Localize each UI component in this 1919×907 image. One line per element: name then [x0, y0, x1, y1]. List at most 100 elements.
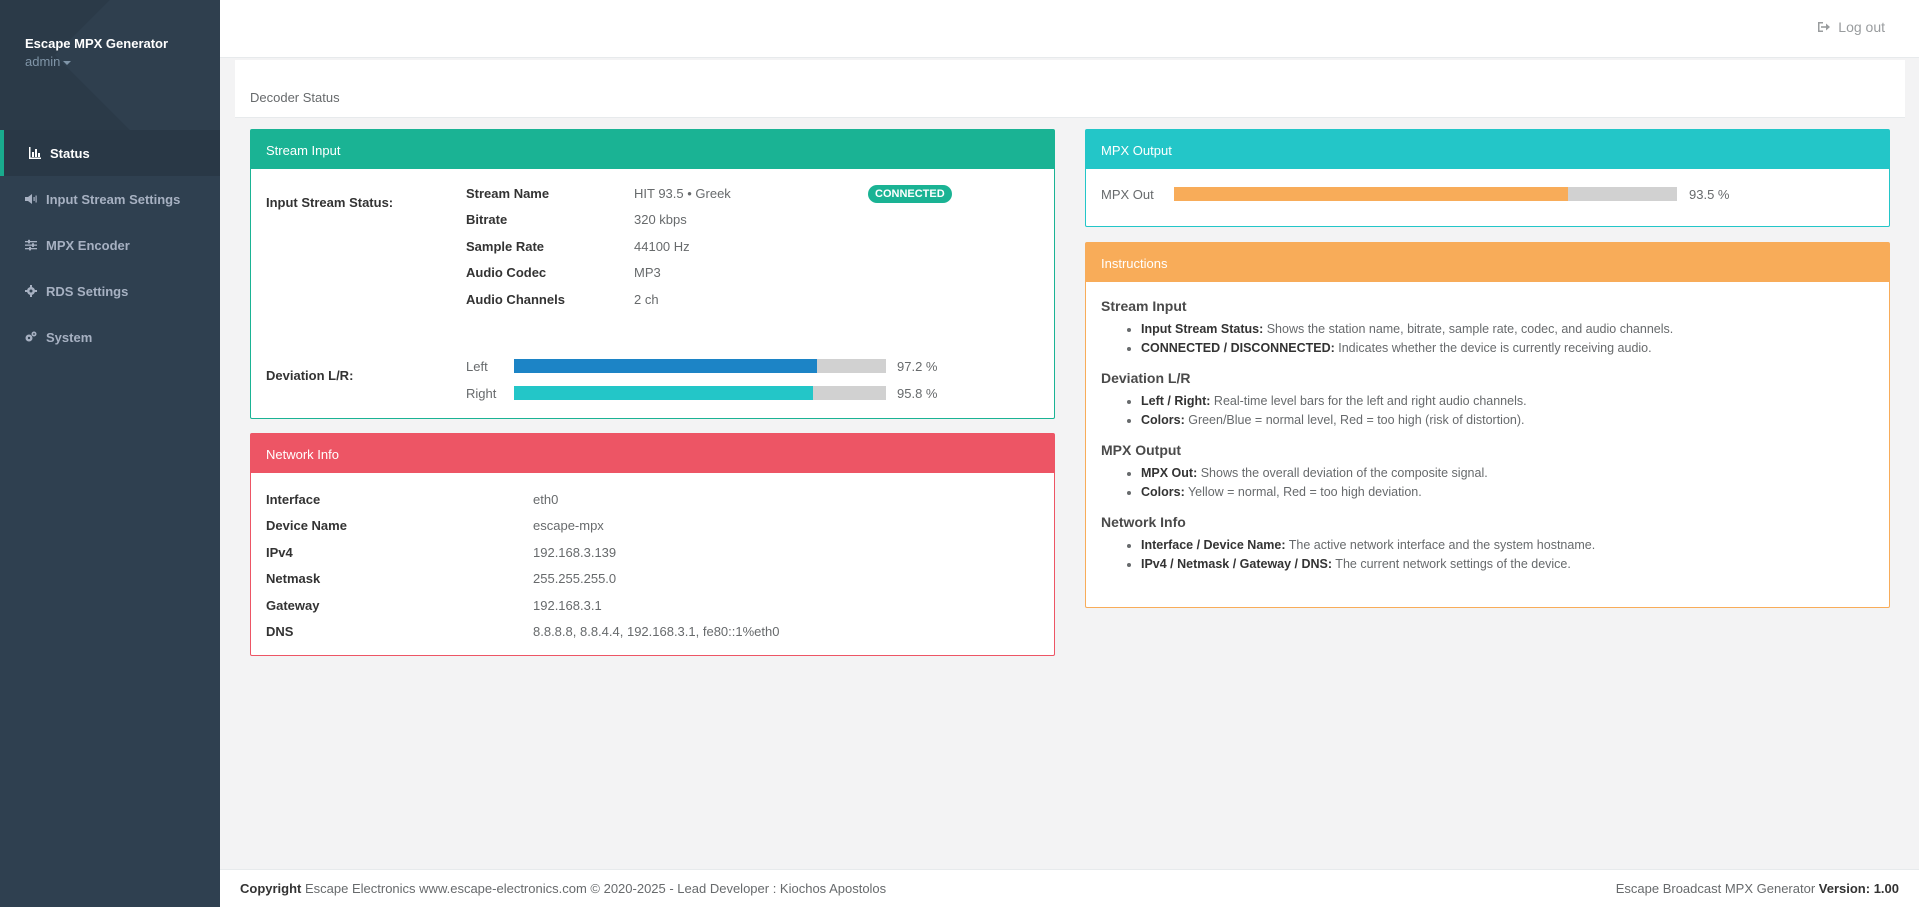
network-row-interface: Interface eth0: [266, 486, 558, 512]
sign-out-icon: [1818, 22, 1831, 32]
field-value: 320 kbps: [634, 211, 687, 227]
network-value: 255.255.255.0: [533, 570, 617, 586]
item-text: Shows the overall deviation of the compo…: [1197, 466, 1488, 480]
deviation-left-row: Left 97.2 %: [466, 353, 937, 379]
nav-menu: Status Input Stream Settings MPX Encoder…: [0, 130, 220, 360]
footer: Copyright Escape Electronics www.escape-…: [220, 869, 1919, 907]
network-info-title: Network Info: [251, 434, 1054, 473]
instructions-heading: Network Info: [1101, 514, 1186, 530]
user-name: admin: [25, 54, 61, 69]
item-bold: Colors:: [1141, 485, 1185, 499]
left-percent: 97.2 %: [897, 358, 938, 374]
left-level-fill: [514, 359, 817, 373]
network-info-panel: Network Info Interface eth0 Device Name es…: [250, 433, 1055, 656]
item-bold: Interface / Device Name:: [1141, 538, 1286, 552]
nav-label: MPX Encoder: [46, 237, 130, 253]
network-value: 192.168.3.1: [533, 597, 602, 613]
mpx-out-level-bar: [1174, 187, 1677, 201]
nav-label: Input Stream Settings: [46, 191, 181, 207]
instructions-panel: Instructions Stream Input Input Stream S…: [1085, 242, 1890, 608]
mpx-output-panel: MPX Output MPX Out 93.5 %: [1085, 129, 1890, 227]
network-key: Gateway: [266, 597, 320, 613]
breadcrumb: Decoder Status: [250, 90, 340, 105]
footer-version: Escape Broadcast MPX Generator Version: …: [1616, 881, 1899, 896]
profile: Escape MPX Generator admin: [0, 0, 220, 130]
deviation-right-row: Right 95.8 %: [466, 380, 937, 406]
list-item: MPX Out: Shows the overall deviation of …: [1141, 464, 1874, 483]
nav-item-rds-settings[interactable]: RDS Settings: [0, 268, 220, 314]
logout-label: Log out: [1838, 19, 1885, 35]
user-menu[interactable]: admin: [25, 54, 220, 69]
instructions-heading: MPX Output: [1101, 442, 1182, 458]
instructions-list: MPX Out: Shows the overall deviation of …: [1141, 464, 1874, 502]
nav-item-input-stream-settings[interactable]: Input Stream Settings: [0, 176, 220, 222]
app-name: Escape MPX Generator: [25, 36, 169, 51]
version: Version: 1.00: [1818, 881, 1899, 896]
nav-label: System: [46, 329, 93, 345]
copyright-text: Escape Electronics www.escape-electronic…: [301, 881, 887, 896]
item-text: The current network settings of the devi…: [1332, 557, 1571, 571]
network-key: Netmask: [266, 570, 321, 586]
right-label: Right: [466, 385, 497, 401]
field-value: MP3: [634, 264, 661, 280]
copyright-bold: Copyright: [240, 881, 302, 896]
sliders-icon: [25, 239, 37, 251]
list-item: Input Stream Status: Shows the station n…: [1141, 320, 1874, 339]
network-row-netmask: Netmask 255.255.255.0: [266, 565, 616, 591]
item-text: Indicates whether the device is currentl…: [1334, 341, 1652, 355]
list-item: Interface / Device Name: The active netw…: [1141, 536, 1874, 555]
item-bold: CONNECTED / DISCONNECTED:: [1141, 341, 1335, 355]
field-audio-channels: Audio Channels 2 ch: [466, 286, 659, 312]
field-value: 2 ch: [634, 291, 659, 307]
gear-icon: [25, 285, 37, 297]
network-value: escape-mpx: [533, 517, 604, 533]
field-bitrate: Bitrate 320 kbps: [466, 206, 687, 232]
list-item: Colors: Yellow = normal, Red = too high …: [1141, 483, 1874, 502]
network-key: IPv4: [266, 544, 293, 560]
network-value: eth0: [533, 491, 559, 507]
nav-item-system[interactable]: System: [0, 314, 220, 360]
field-stream-name: Stream Name HIT 93.5 • Greek: [466, 180, 731, 206]
mpx-out-row: MPX Out 93.5 %: [1101, 181, 1729, 207]
network-row-dns: DNS 8.8.8.8, 8.8.4.4, 192.168.3.1, fe80::…: [266, 618, 779, 644]
item-text: The active network interface and the sys…: [1285, 538, 1596, 552]
nav-item-mpx-encoder[interactable]: MPX Encoder: [0, 222, 220, 268]
cogs-icon: [25, 331, 37, 343]
network-key: Interface: [266, 491, 321, 507]
caret-down-icon: [63, 60, 72, 65]
field-key: Stream Name: [466, 185, 550, 201]
deviation-label: Deviation L/R:: [266, 368, 354, 383]
nav-label: RDS Settings: [46, 283, 129, 299]
input-stream-status-label: Input Stream Status:: [266, 195, 394, 210]
list-item: Colors: Green/Blue = normal level, Red =…: [1141, 411, 1874, 430]
instructions-body: Stream Input Input Stream Status: Shows …: [1086, 282, 1889, 574]
page-heading: Decoder Status: [235, 60, 1905, 118]
item-bold: Left / Right:: [1141, 394, 1211, 408]
mpx-out-label: MPX Out: [1101, 186, 1154, 202]
field-value: 44100 Hz: [634, 238, 690, 254]
item-bold: Input Stream Status:: [1141, 322, 1264, 336]
instructions-list: Left / Right: Real-time level bars for t…: [1141, 392, 1874, 430]
nav-label: Status: [50, 145, 90, 161]
item-text: Yellow = normal, Red = too high deviatio…: [1184, 485, 1422, 499]
instructions-list: Interface / Device Name: The active netw…: [1141, 536, 1874, 574]
list-item: IPv4 / Netmask / Gateway / DNS: The curr…: [1141, 555, 1874, 574]
right-percent: 95.8 %: [897, 385, 938, 401]
product-name: Escape Broadcast MPX Generator: [1615, 881, 1819, 896]
sidebar: Escape MPX Generator admin Status Input …: [0, 0, 220, 907]
field-sample-rate: Sample Rate 44100 Hz: [466, 233, 690, 259]
right-level-fill: [514, 386, 813, 400]
nav-item-status[interactable]: Status: [0, 130, 220, 176]
instructions-heading: Stream Input: [1101, 298, 1187, 314]
instructions-list: Input Stream Status: Shows the station n…: [1141, 320, 1874, 358]
logout-button[interactable]: Log out: [1818, 19, 1885, 35]
mpx-out-percent: 93.5 %: [1689, 186, 1730, 202]
item-bold: MPX Out:: [1141, 466, 1198, 480]
item-text: Real-time level bars for the left and ri…: [1210, 394, 1527, 408]
footer-copyright: Copyright Escape Electronics www.escape-…: [240, 881, 886, 896]
field-key: Audio Codec: [466, 264, 547, 280]
top-bar: Log out: [220, 0, 1919, 58]
volume-icon: [25, 193, 37, 205]
network-row-device-name: Device Name escape-mpx: [266, 512, 604, 538]
instructions-heading: Deviation L/R: [1101, 370, 1191, 386]
